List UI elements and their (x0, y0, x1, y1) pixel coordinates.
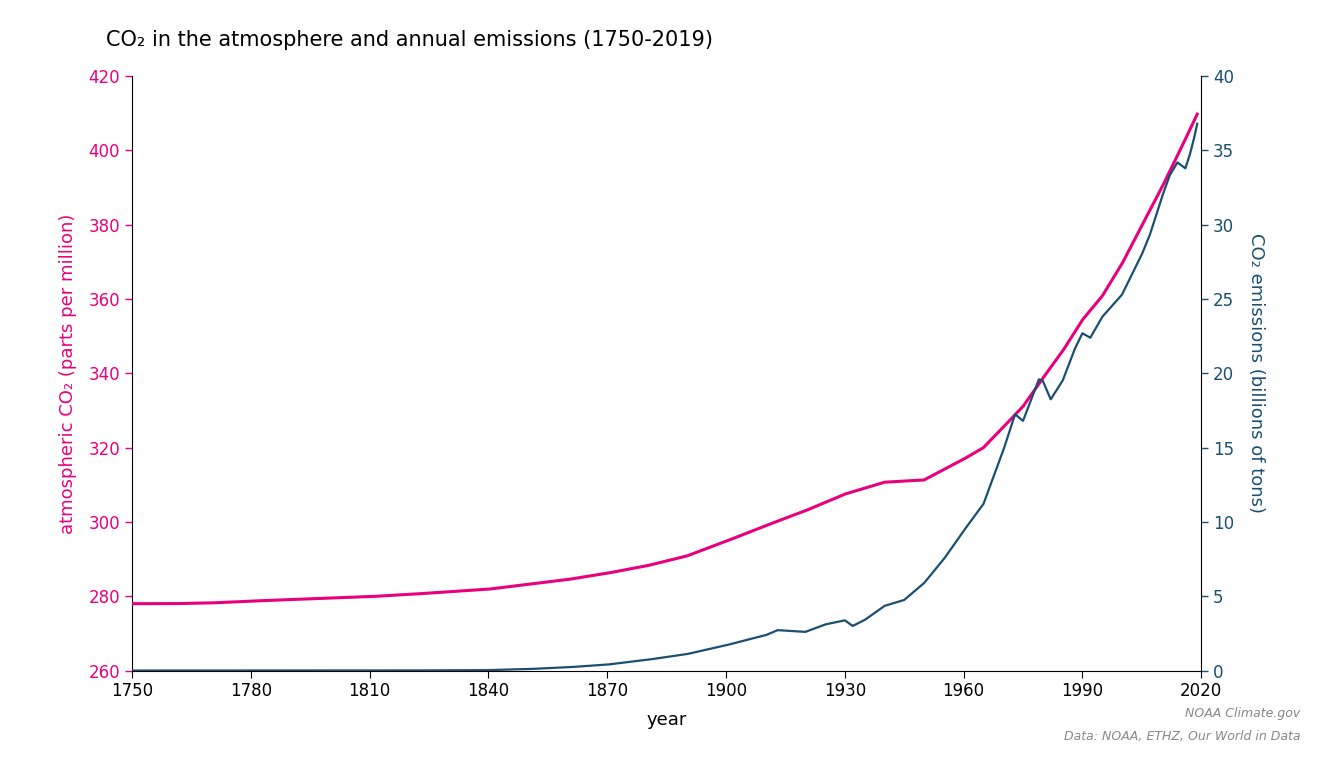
X-axis label: year: year (647, 712, 686, 729)
Text: Data: NOAA, ETHZ, Our World in Data: Data: NOAA, ETHZ, Our World in Data (1064, 730, 1300, 743)
Y-axis label: atmospheric CO₂ (parts per million): atmospheric CO₂ (parts per million) (59, 213, 78, 533)
Y-axis label: CO₂ emissions (billions of tons): CO₂ emissions (billions of tons) (1246, 233, 1265, 514)
Text: NOAA Climate.gov: NOAA Climate.gov (1185, 707, 1300, 720)
Text: CO₂ in the atmosphere and annual emissions (1750-2019): CO₂ in the atmosphere and annual emissio… (106, 30, 713, 50)
